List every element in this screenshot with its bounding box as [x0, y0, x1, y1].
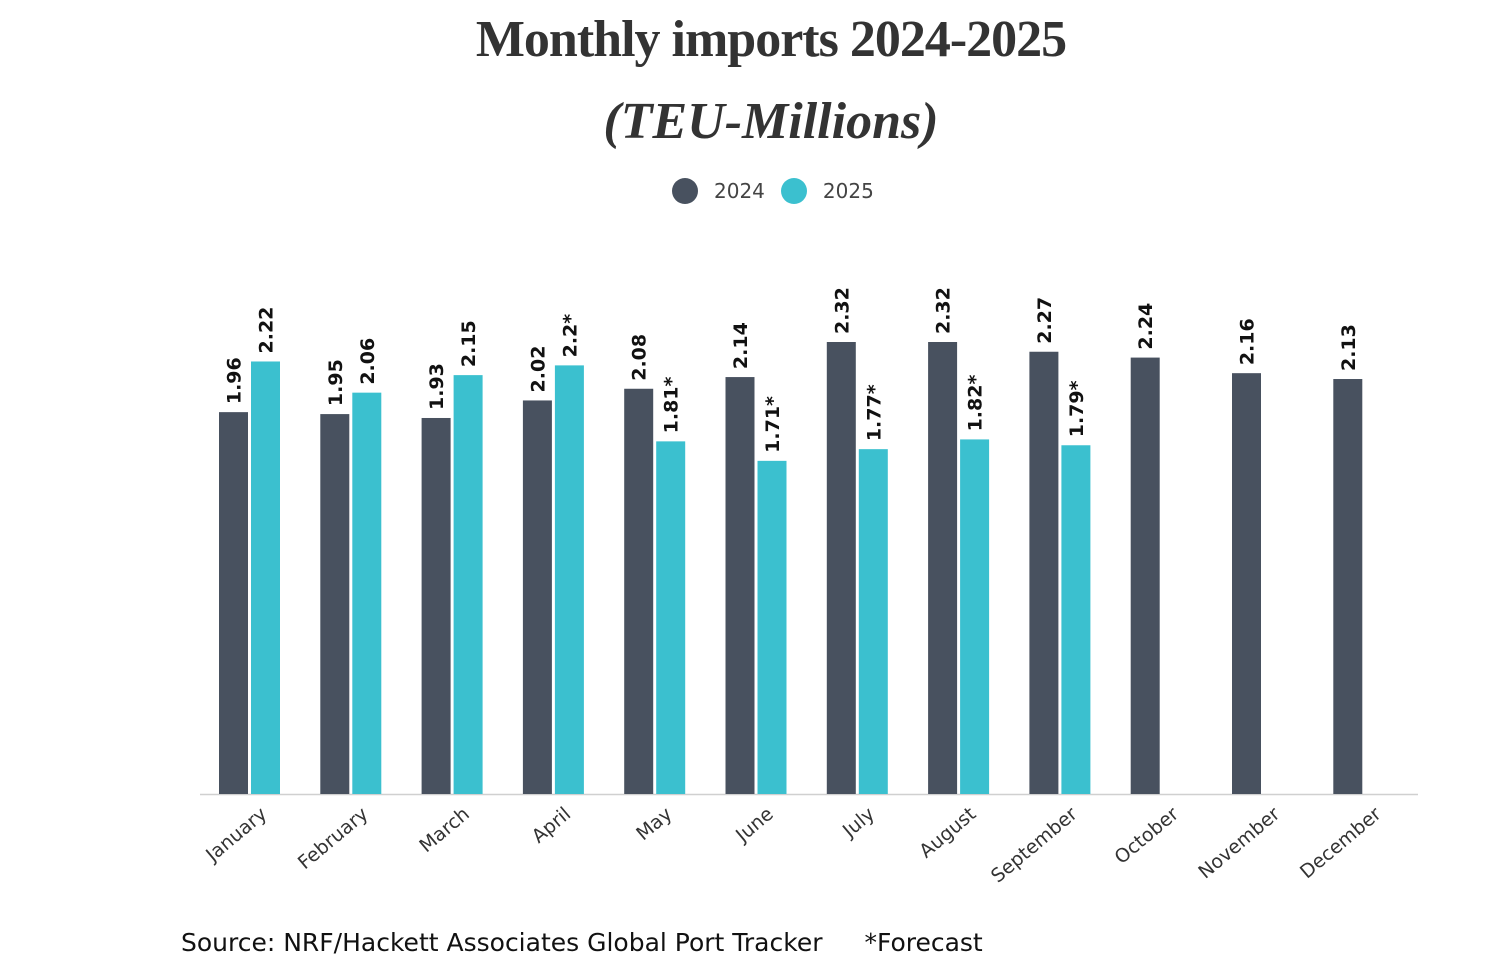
bar-2025-february: [352, 392, 382, 794]
data-label-2024-may: 2.08: [629, 334, 651, 381]
data-label-2025-april: 2.2*: [559, 314, 581, 358]
data-label-2025-september: 1.79*: [1066, 380, 1088, 437]
data-label-2025-february: 2.06: [357, 338, 379, 385]
data-label-2024-january: 1.96: [224, 357, 246, 404]
data-label-2025-may: 1.81*: [661, 376, 683, 433]
data-label-2025-january: 2.22: [256, 307, 278, 354]
data-label-2025-august: 1.82*: [965, 375, 987, 432]
x-tick-label-july: July: [838, 803, 879, 842]
bar-2025-may: [656, 441, 686, 794]
bar-2024-february: [320, 414, 350, 794]
bar-2025-april: [554, 365, 584, 794]
data-label-2024-april: 2.02: [527, 346, 549, 393]
bar-2025-march: [453, 375, 483, 794]
bar-2025-july: [858, 449, 888, 794]
data-label-2024-july: 2.32: [831, 287, 853, 334]
data-label-2025-june: 1.71*: [762, 396, 784, 453]
source-footer: Source: NRF/Hackett Associates Global Po…: [181, 928, 1017, 957]
x-tick-label-january: January: [201, 803, 271, 867]
bar-2025-september: [1061, 445, 1091, 794]
chart-legend: 2024 2025: [672, 178, 890, 204]
bar-2024-january: [219, 412, 248, 794]
x-tick-label-may: May: [632, 803, 676, 845]
bar-2024-august: [928, 342, 958, 794]
legend-label-2025: 2025: [822, 179, 874, 203]
bar-2024-april: [522, 400, 552, 794]
bar-2025-january: [251, 361, 280, 794]
legend-item-2025: 2025: [780, 178, 874, 204]
data-label-2024-august: 2.32: [933, 287, 955, 334]
chart-subtitle: (TEU-Millions): [603, 93, 939, 150]
bar-2024-may: [624, 388, 654, 794]
x-tick-label-october: October: [1111, 803, 1184, 869]
bar-2025-june: [757, 460, 787, 794]
bar-2024-november: [1232, 373, 1261, 794]
data-label-2024-march: 1.93: [426, 363, 448, 410]
data-label-2024-october: 2.24: [1135, 303, 1157, 350]
x-tick-label-september: September: [987, 803, 1082, 887]
bar-2024-june: [725, 377, 755, 794]
data-label-2024-february: 1.95: [325, 359, 347, 406]
data-label-2025-march: 2.15: [458, 320, 480, 367]
data-label-2024-june: 2.14: [730, 322, 752, 369]
forecast-note: *Forecast: [864, 928, 983, 957]
legend-swatch-2024: [672, 178, 698, 204]
x-tick-label-april: April: [528, 803, 575, 848]
chart-title: Monthly imports 2024-2025: [475, 11, 1067, 68]
bar-2024-september: [1029, 351, 1059, 794]
data-label-2024-december: 2.13: [1338, 324, 1360, 371]
data-label-2025-july: 1.77*: [863, 384, 885, 441]
x-tick-label-november: November: [1194, 803, 1284, 884]
legend-label-2024: 2024: [714, 179, 765, 203]
x-tick-label-december: December: [1296, 803, 1386, 883]
data-label-2024-september: 2.27: [1034, 297, 1056, 344]
bar-chart: 1.96 2.22 January 1.95 2.06 February 1.93 2.15 M…: [200, 287, 1418, 887]
bar-2025-august: [960, 439, 990, 794]
bar-2024-march: [421, 417, 451, 794]
x-tick-label-august: August: [915, 803, 980, 863]
legend-item-2024: 2024: [672, 178, 765, 204]
data-label-2024-november: 2.16: [1237, 318, 1259, 365]
source-text: Source: NRF/Hackett Associates Global Po…: [181, 928, 823, 957]
legend-swatch-2025: [780, 178, 807, 204]
bar-2024-july: [826, 342, 856, 794]
x-tick-label-march: March: [415, 803, 474, 857]
bar-2024-october: [1130, 357, 1160, 794]
x-tick-label-february: February: [294, 803, 373, 874]
x-tick-label-june: June: [731, 803, 778, 847]
bar-2024-december: [1333, 379, 1363, 794]
